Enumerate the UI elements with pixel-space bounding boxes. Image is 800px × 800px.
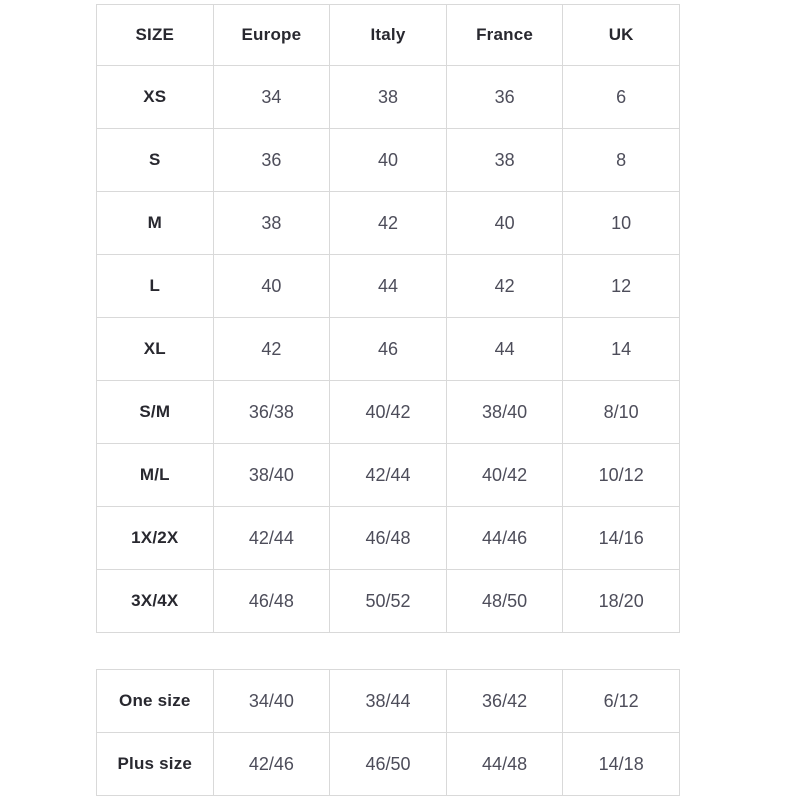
- column-header-italy: Italy: [329, 4, 447, 66]
- size-label-cell: XL: [96, 317, 214, 381]
- size-value-cell: 12: [562, 254, 680, 318]
- size-value-cell: 8/10: [562, 380, 680, 444]
- size-value-cell: 44: [329, 254, 447, 318]
- table-row: XL 42 46 44 14: [96, 317, 680, 381]
- column-header-size: SIZE: [96, 4, 214, 66]
- size-conversion-table: SIZE Europe Italy France UK XS 34 38 36 6 S 36 40 38…: [96, 4, 680, 633]
- size-label-cell: M: [96, 191, 214, 255]
- size-value-cell: 42: [212, 317, 331, 381]
- size-value-cell: 48/50: [445, 569, 564, 633]
- table-row: S 36 40 38 8: [96, 128, 680, 192]
- column-header-france: France: [445, 4, 564, 66]
- header-row: SIZE Europe Italy France UK: [96, 4, 680, 66]
- column-header-uk: UK: [562, 4, 680, 66]
- size-label-cell: L: [96, 254, 214, 318]
- size-value-cell: 6: [562, 65, 680, 129]
- size-label-cell: M/L: [96, 443, 214, 507]
- table-row: M/L 38/40 42/44 40/42 10/12: [96, 443, 680, 507]
- size-value-cell: 42/44: [212, 506, 331, 570]
- size-value-cell: 42: [445, 254, 564, 318]
- size-value-cell: 36: [445, 65, 564, 129]
- size-value-cell: 46/48: [212, 569, 331, 633]
- size-label-cell: One size: [96, 669, 214, 733]
- size-value-cell: 34/40: [212, 669, 331, 733]
- size-label-cell: S/M: [96, 380, 214, 444]
- size-value-cell: 46/48: [329, 506, 447, 570]
- size-value-cell: 42/46: [212, 732, 331, 796]
- column-header-europe: Europe: [212, 4, 331, 66]
- size-value-cell: 14/16: [562, 506, 680, 570]
- size-label-cell: XS: [96, 65, 214, 129]
- table-row: M 38 42 40 10: [96, 191, 680, 255]
- size-value-cell: 36/38: [212, 380, 331, 444]
- size-label-cell: 3X/4X: [96, 569, 214, 633]
- size-label-cell: S: [96, 128, 214, 192]
- size-value-cell: 10/12: [562, 443, 680, 507]
- size-label-cell: 1X/2X: [96, 506, 214, 570]
- size-value-cell: 36: [212, 128, 331, 192]
- size-value-cell: 34: [212, 65, 331, 129]
- size-value-cell: 38/44: [329, 669, 447, 733]
- table-row: One size 34/40 38/44 36/42 6/12: [96, 669, 680, 733]
- table-row: S/M 36/38 40/42 38/40 8/10: [96, 380, 680, 444]
- size-table-body: XS 34 38 36 6 S 36 40 38 8 M 38 42 40 10 L 40 44 42 12 XL 42 4…: [96, 65, 680, 633]
- table-row: 3X/4X 46/48 50/52 48/50 18/20: [96, 569, 680, 633]
- size-value-cell: 10: [562, 191, 680, 255]
- size-value-cell: 42/44: [329, 443, 447, 507]
- table-row: 1X/2X 42/44 46/48 44/46 14/16: [96, 506, 680, 570]
- size-value-cell: 38: [445, 128, 564, 192]
- size-value-cell: 14: [562, 317, 680, 381]
- size-value-cell: 46/50: [329, 732, 447, 796]
- size-value-cell: 38: [212, 191, 331, 255]
- size-value-cell: 46: [329, 317, 447, 381]
- size-value-cell: 18/20: [562, 569, 680, 633]
- table-row: Plus size 42/46 46/50 44/48 14/18: [96, 732, 680, 796]
- special-sizes-table: One size 34/40 38/44 36/42 6/12 Plus size 42/4…: [96, 669, 680, 796]
- size-value-cell: 38/40: [212, 443, 331, 507]
- size-value-cell: 38/40: [445, 380, 564, 444]
- size-value-cell: 40: [445, 191, 564, 255]
- tables-container: SIZE Europe Italy France UK XS 34 38 36 6 S 36 40 38…: [96, 4, 680, 796]
- table-row: XS 34 38 36 6: [96, 65, 680, 129]
- size-label-cell: Plus size: [96, 732, 214, 796]
- special-sizes-body: One size 34/40 38/44 36/42 6/12 Plus size 42/4…: [96, 669, 680, 796]
- size-value-cell: 44: [445, 317, 564, 381]
- size-value-cell: 44/48: [445, 732, 564, 796]
- size-value-cell: 36/42: [445, 669, 564, 733]
- size-value-cell: 40/42: [445, 443, 564, 507]
- size-value-cell: 6/12: [562, 669, 680, 733]
- size-value-cell: 50/52: [329, 569, 447, 633]
- size-table-header: SIZE Europe Italy France UK: [96, 4, 680, 66]
- size-value-cell: 38: [329, 65, 447, 129]
- size-value-cell: 40: [212, 254, 331, 318]
- size-value-cell: 14/18: [562, 732, 680, 796]
- size-value-cell: 40/42: [329, 380, 447, 444]
- size-value-cell: 8: [562, 128, 680, 192]
- size-value-cell: 42: [329, 191, 447, 255]
- table-row: L 40 44 42 12: [96, 254, 680, 318]
- size-value-cell: 44/46: [445, 506, 564, 570]
- size-value-cell: 40: [329, 128, 447, 192]
